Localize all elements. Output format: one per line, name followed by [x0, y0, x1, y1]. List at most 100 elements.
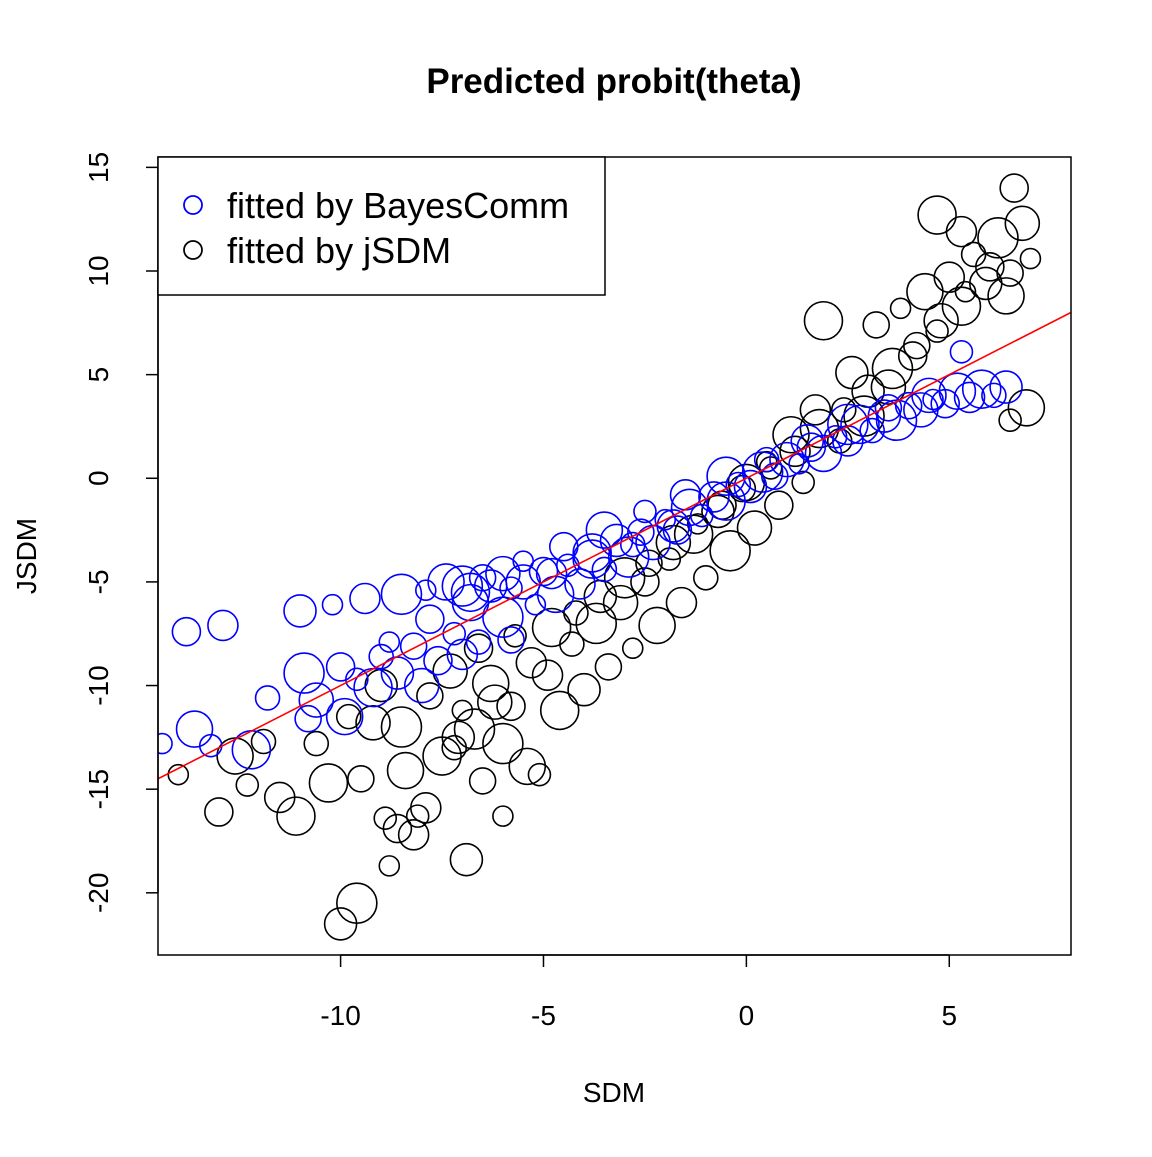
data-point: [449, 842, 484, 877]
data-point: [981, 382, 1007, 409]
data-point: [621, 637, 644, 660]
data-point: [996, 259, 1024, 287]
y-tick-label: -15: [83, 769, 114, 809]
legend-label-jsdm: fitted by jSDM: [227, 230, 451, 271]
data-point: [665, 586, 698, 619]
data-point: [874, 393, 903, 422]
reference-line-layer: [158, 311, 1071, 780]
x-tick-label: 5: [941, 1000, 957, 1031]
data-point: [158, 732, 173, 755]
data-point: [380, 706, 423, 748]
data-point: [427, 563, 465, 601]
data-point: [539, 690, 580, 731]
data-point: [207, 609, 239, 642]
data-point: [753, 446, 780, 473]
data-point: [380, 573, 423, 616]
data-point: [167, 763, 190, 786]
x-axis-title: SDM: [583, 1077, 645, 1108]
data-point: [779, 435, 811, 468]
data-point: [938, 372, 977, 411]
data-point: [925, 319, 949, 343]
data-point: [508, 747, 547, 786]
y-tick-label: 10: [83, 255, 114, 286]
data-point: [492, 805, 514, 827]
data-point: [736, 510, 773, 546]
data-point: [453, 708, 496, 750]
data-point: [911, 377, 947, 414]
data-point: [638, 606, 676, 645]
data-point: [276, 796, 316, 836]
data-point: [953, 381, 986, 414]
x-axis: -10 -5 0 5: [320, 954, 957, 1031]
data-point: [283, 594, 317, 628]
x-tick-label: -5: [531, 1000, 556, 1031]
data-point: [977, 217, 1019, 259]
data-point: [1007, 388, 1046, 427]
data-point: [468, 767, 497, 795]
data-point: [656, 509, 691, 543]
data-point: [415, 604, 445, 635]
data-point: [961, 369, 1002, 409]
data-point: [235, 773, 260, 797]
data-point: [503, 623, 527, 648]
data-point: [903, 331, 931, 360]
y-tick-label: 15: [83, 152, 114, 183]
data-point: [594, 653, 623, 681]
data-point: [463, 633, 494, 664]
data-point: [575, 602, 618, 645]
data-point: [603, 556, 646, 599]
data-point: [496, 691, 526, 722]
data-point: [335, 703, 362, 730]
data-point: [635, 549, 663, 578]
reference-line: [158, 311, 1071, 780]
data-point: [403, 667, 440, 704]
data-point: [415, 579, 437, 602]
y-axis-title: JSDM: [11, 518, 42, 594]
data-point: [591, 556, 618, 583]
data-point: [840, 404, 880, 445]
data-point: [894, 391, 923, 420]
data-point: [294, 704, 322, 733]
data-point: [803, 300, 844, 341]
data-point: [497, 626, 525, 654]
data-point: [945, 215, 978, 248]
data-point: [827, 403, 869, 446]
data-point: [949, 340, 974, 364]
data-point: [482, 596, 524, 638]
data-point: [564, 568, 596, 600]
data-point: [633, 499, 657, 524]
data-point: [441, 565, 484, 607]
data-point: [254, 685, 281, 711]
data-point: [531, 607, 572, 648]
data-point: [410, 792, 442, 824]
data-point: [451, 699, 474, 722]
data-point: [323, 907, 358, 941]
data-point: [471, 664, 510, 703]
data-point: [336, 882, 378, 924]
data-point: [515, 646, 548, 679]
points-layer: [158, 173, 1046, 941]
data-point: [599, 523, 634, 558]
data-point: [386, 751, 425, 790]
data-point: [862, 311, 891, 339]
data-point: [216, 737, 254, 775]
data-point: [416, 682, 444, 710]
data-point: [941, 286, 982, 327]
data-point: [859, 417, 885, 444]
data-point: [378, 855, 401, 877]
data-point: [345, 667, 369, 692]
data-point: [975, 252, 1005, 282]
data-point: [283, 652, 325, 694]
data-point: [572, 539, 612, 579]
data-point: [989, 370, 1023, 404]
data-point: [987, 277, 1025, 315]
data-point: [505, 564, 542, 600]
y-tick-label: -5: [83, 569, 114, 594]
data-point: [772, 415, 810, 454]
data-point: [175, 710, 214, 748]
x-tick-label: -10: [320, 1000, 360, 1031]
data-point: [662, 515, 693, 545]
data-point: [397, 818, 430, 851]
